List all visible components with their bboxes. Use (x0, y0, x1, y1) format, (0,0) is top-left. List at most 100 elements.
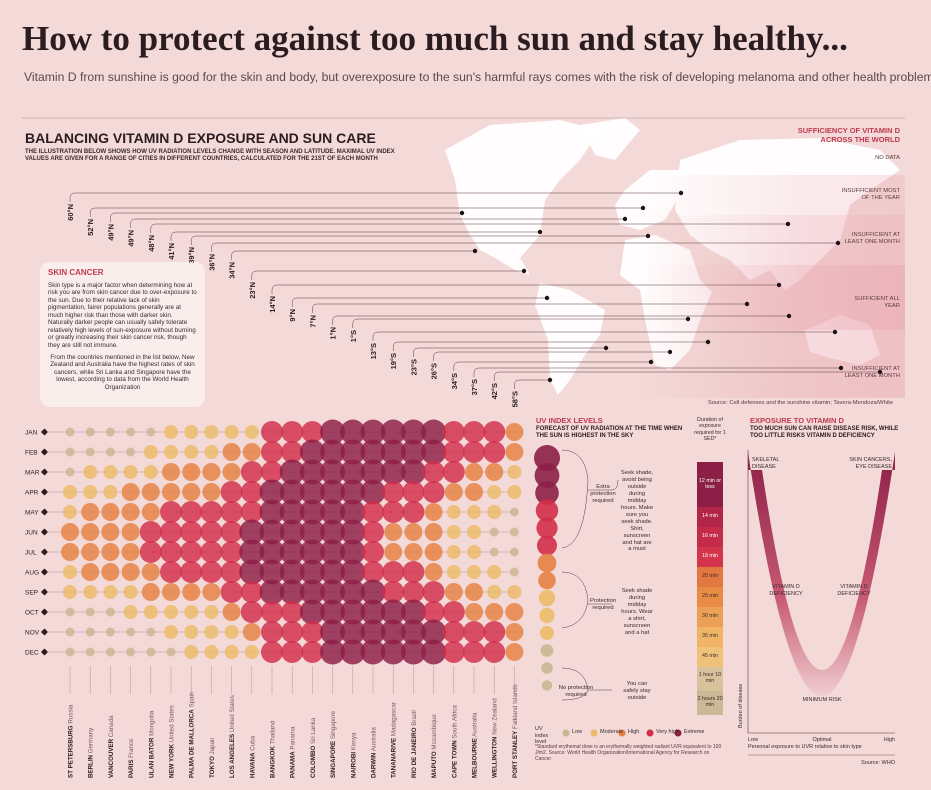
continent (580, 118, 640, 160)
uv-circle (103, 465, 118, 479)
uv-circle (63, 585, 77, 599)
connector (150, 223, 788, 233)
connector (392, 341, 708, 351)
uv-circle (65, 607, 75, 617)
latitude-label: 23°S (409, 359, 418, 375)
uv-circle (121, 523, 140, 541)
uv-circle (123, 605, 138, 619)
uv-circle (162, 483, 180, 501)
month-label: FEB (25, 450, 38, 457)
uv-circle (465, 583, 483, 601)
bracket (561, 571, 589, 629)
city-country: France (128, 738, 135, 758)
uv-circle (489, 527, 499, 537)
month-label: AUG (25, 570, 39, 577)
bracket (588, 479, 619, 491)
uv-circle (465, 463, 483, 481)
uv-scale-circle (541, 680, 553, 691)
uv-circle (126, 647, 136, 657)
uv-circle (121, 563, 140, 581)
x-tick-label: Low (748, 737, 758, 743)
city-name: WELLINGTON (492, 736, 499, 778)
uv-circle (160, 541, 182, 563)
uv-circle (63, 505, 77, 519)
uv-circle (340, 539, 366, 565)
uv-circle (200, 541, 223, 563)
uv-circle (422, 481, 445, 503)
uv-circle (222, 603, 241, 621)
uv-circle (240, 581, 263, 603)
connector (514, 379, 550, 389)
uv-circle (180, 501, 203, 523)
uv-circle (105, 627, 115, 637)
city-dot (776, 282, 782, 288)
city-name: PORT STANLEY (512, 730, 519, 778)
x-tick-label: Optimal (813, 737, 832, 743)
uv-circle (483, 621, 506, 643)
uv-circle (299, 579, 325, 605)
map-zone (640, 175, 905, 215)
uv-circle (421, 639, 447, 665)
uv-circle (222, 443, 241, 461)
uv-circle (505, 623, 524, 641)
city-label: TOKYO Japan (209, 737, 216, 778)
uv-circle (422, 461, 445, 483)
uv-circle (380, 619, 406, 645)
uv-circle (279, 499, 305, 525)
uv-circle (105, 607, 115, 617)
continent (445, 120, 600, 275)
uv-circle (101, 563, 120, 581)
uv-scale-circle (534, 463, 560, 488)
city-label: PALMA DE MALLORCA Spain (189, 691, 196, 778)
uv-circle (81, 523, 100, 541)
continent (535, 283, 605, 395)
city-country: Thailand (270, 720, 277, 744)
connector (211, 242, 838, 252)
note-label: Protection required (589, 598, 617, 611)
duration-segment (697, 527, 723, 547)
uv-circle (85, 447, 95, 457)
month-label: JUL (25, 550, 37, 557)
city-name: TOKYO (209, 756, 216, 778)
note-label: No protection required (558, 685, 594, 698)
connector (493, 371, 880, 381)
uv-circle (320, 459, 346, 485)
month-label: JAN (25, 430, 38, 437)
uv-circle (424, 563, 443, 581)
uv-circle (467, 545, 481, 559)
connector (271, 284, 779, 294)
city-dot (648, 359, 654, 365)
connector (433, 351, 670, 361)
uv-circle (279, 519, 305, 545)
legend-swatch (646, 729, 654, 737)
uv-circle (244, 425, 259, 439)
month-marker (40, 428, 49, 436)
city-name: SINGAPORE (330, 741, 337, 778)
latitude-label: 13°S (369, 343, 378, 359)
risk-curve (748, 452, 895, 696)
legend-label: Extreme (684, 729, 705, 735)
uv-circle (509, 507, 519, 517)
uv-circle (182, 583, 201, 601)
uv-circle (380, 419, 406, 445)
uv-circle (123, 465, 138, 479)
city-country: Sri Lanka (310, 717, 317, 744)
connector (231, 250, 475, 260)
uv-circle (382, 481, 405, 503)
uv-circle (382, 581, 405, 603)
duration-segment (697, 507, 723, 527)
uv-circle (505, 603, 524, 621)
uv-circle (507, 485, 522, 499)
city-dot (521, 268, 527, 274)
connector (453, 361, 651, 371)
uv-circle (446, 505, 461, 519)
uv-circle (261, 461, 283, 483)
uv-circle (123, 585, 138, 599)
connector (130, 218, 625, 228)
x-tick-label: High (884, 737, 895, 743)
uv-circle (424, 503, 443, 521)
uv-circle (164, 625, 178, 639)
legend-swatch (590, 729, 598, 737)
uv-circle (299, 499, 325, 525)
city-country: United States (169, 705, 176, 742)
